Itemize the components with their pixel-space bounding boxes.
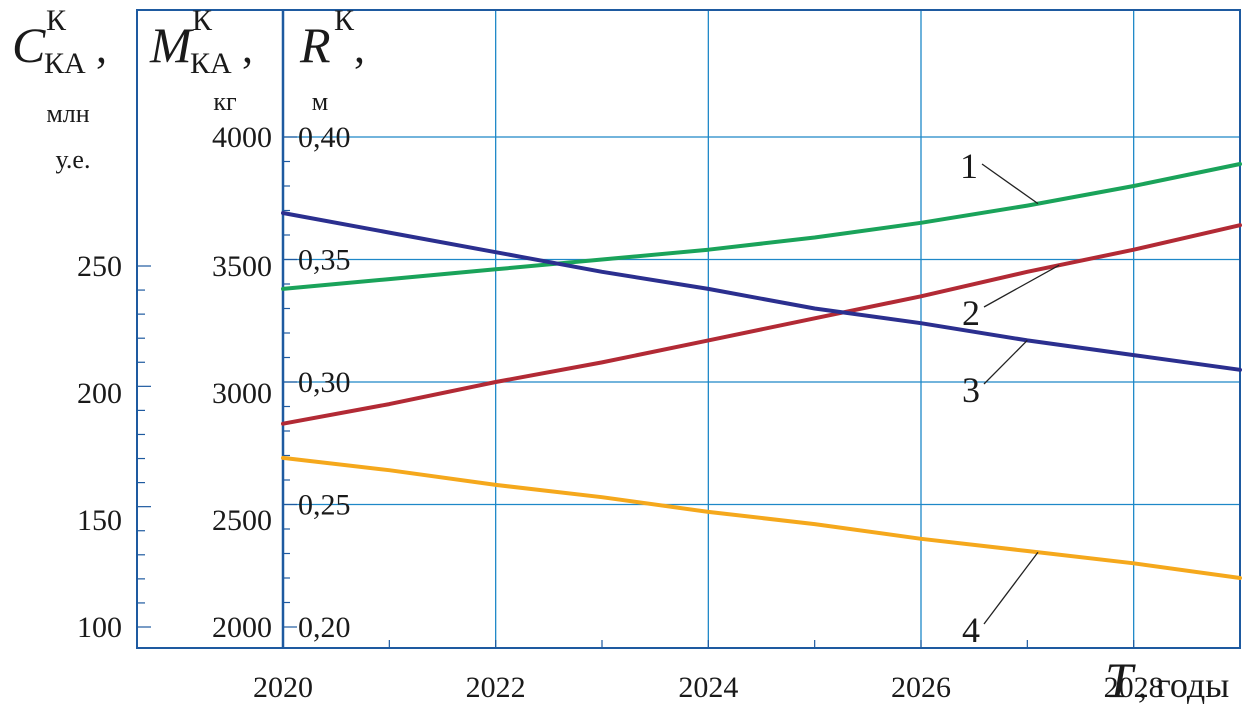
series-line-3 [281,211,1242,372]
x-tick-label: 2026 [891,671,951,704]
cost-axis-unit-1: млн [46,99,89,128]
radius-tick-label: 0,20 [298,611,351,644]
mass-tick-label: 4000 [212,121,272,154]
cost-axis-separator: , [96,23,107,72]
x-tick-label: 2028 [1104,671,1164,704]
series-line-4 [281,455,1242,580]
curve-label-4: 4 [962,610,980,650]
cost-axis-symbol: C [12,17,46,73]
plot-frame [136,9,1241,649]
curve-leader-1 [981,163,1039,205]
curve-label-3: 3 [962,370,980,410]
mass-tick-label: 2500 [212,504,272,537]
radius-axis-unit: м [312,87,328,116]
radius-tick-label: 0,30 [298,366,351,399]
cost-axis-superscript: К [46,4,67,37]
cost-tick-label: 200 [77,377,122,410]
mass-axis-symbol: M [149,17,194,73]
curve-label-1: 1 [960,146,978,186]
x-axis-symbol: T [1105,652,1136,708]
radius-axis-superscript: К [334,4,355,37]
radius-tick-label: 0,35 [298,244,351,277]
mass-axis-subscript: КА [190,47,232,80]
series-line-2 [281,223,1242,426]
series-line-1 [281,162,1242,291]
radius-tick-label: 0,40 [298,121,351,154]
curve-leader-2 [983,264,1060,308]
cost-tick-label: 150 [77,504,122,537]
curve-leader-4 [983,551,1039,625]
cost-tick-label: 100 [77,611,122,644]
mass-axis-superscript: К [192,4,213,37]
x-tick-label: 2020 [253,671,313,704]
mass-tick-label: 3500 [212,250,272,283]
x-tick-label: 2024 [678,671,738,704]
radius-axis-separator: , [354,23,365,72]
radius-axis-symbol: R [299,17,331,73]
radius-tick-label: 0,25 [298,489,351,522]
cost-tick-label: 250 [77,250,122,283]
mass-tick-label: 3000 [212,377,272,410]
curve-leader-3 [983,339,1028,385]
cost-axis-subscript: КА [44,47,86,80]
x-axis-unit: , годы [1138,665,1229,705]
mass-tick-label: 2000 [212,611,272,644]
curve-label-2: 2 [962,293,980,333]
mass-axis-unit: кг [213,87,236,116]
cost-axis-unit-2: у.е. [56,145,91,174]
mass-axis-separator: , [242,23,253,72]
x-tick-label: 2022 [466,671,526,704]
